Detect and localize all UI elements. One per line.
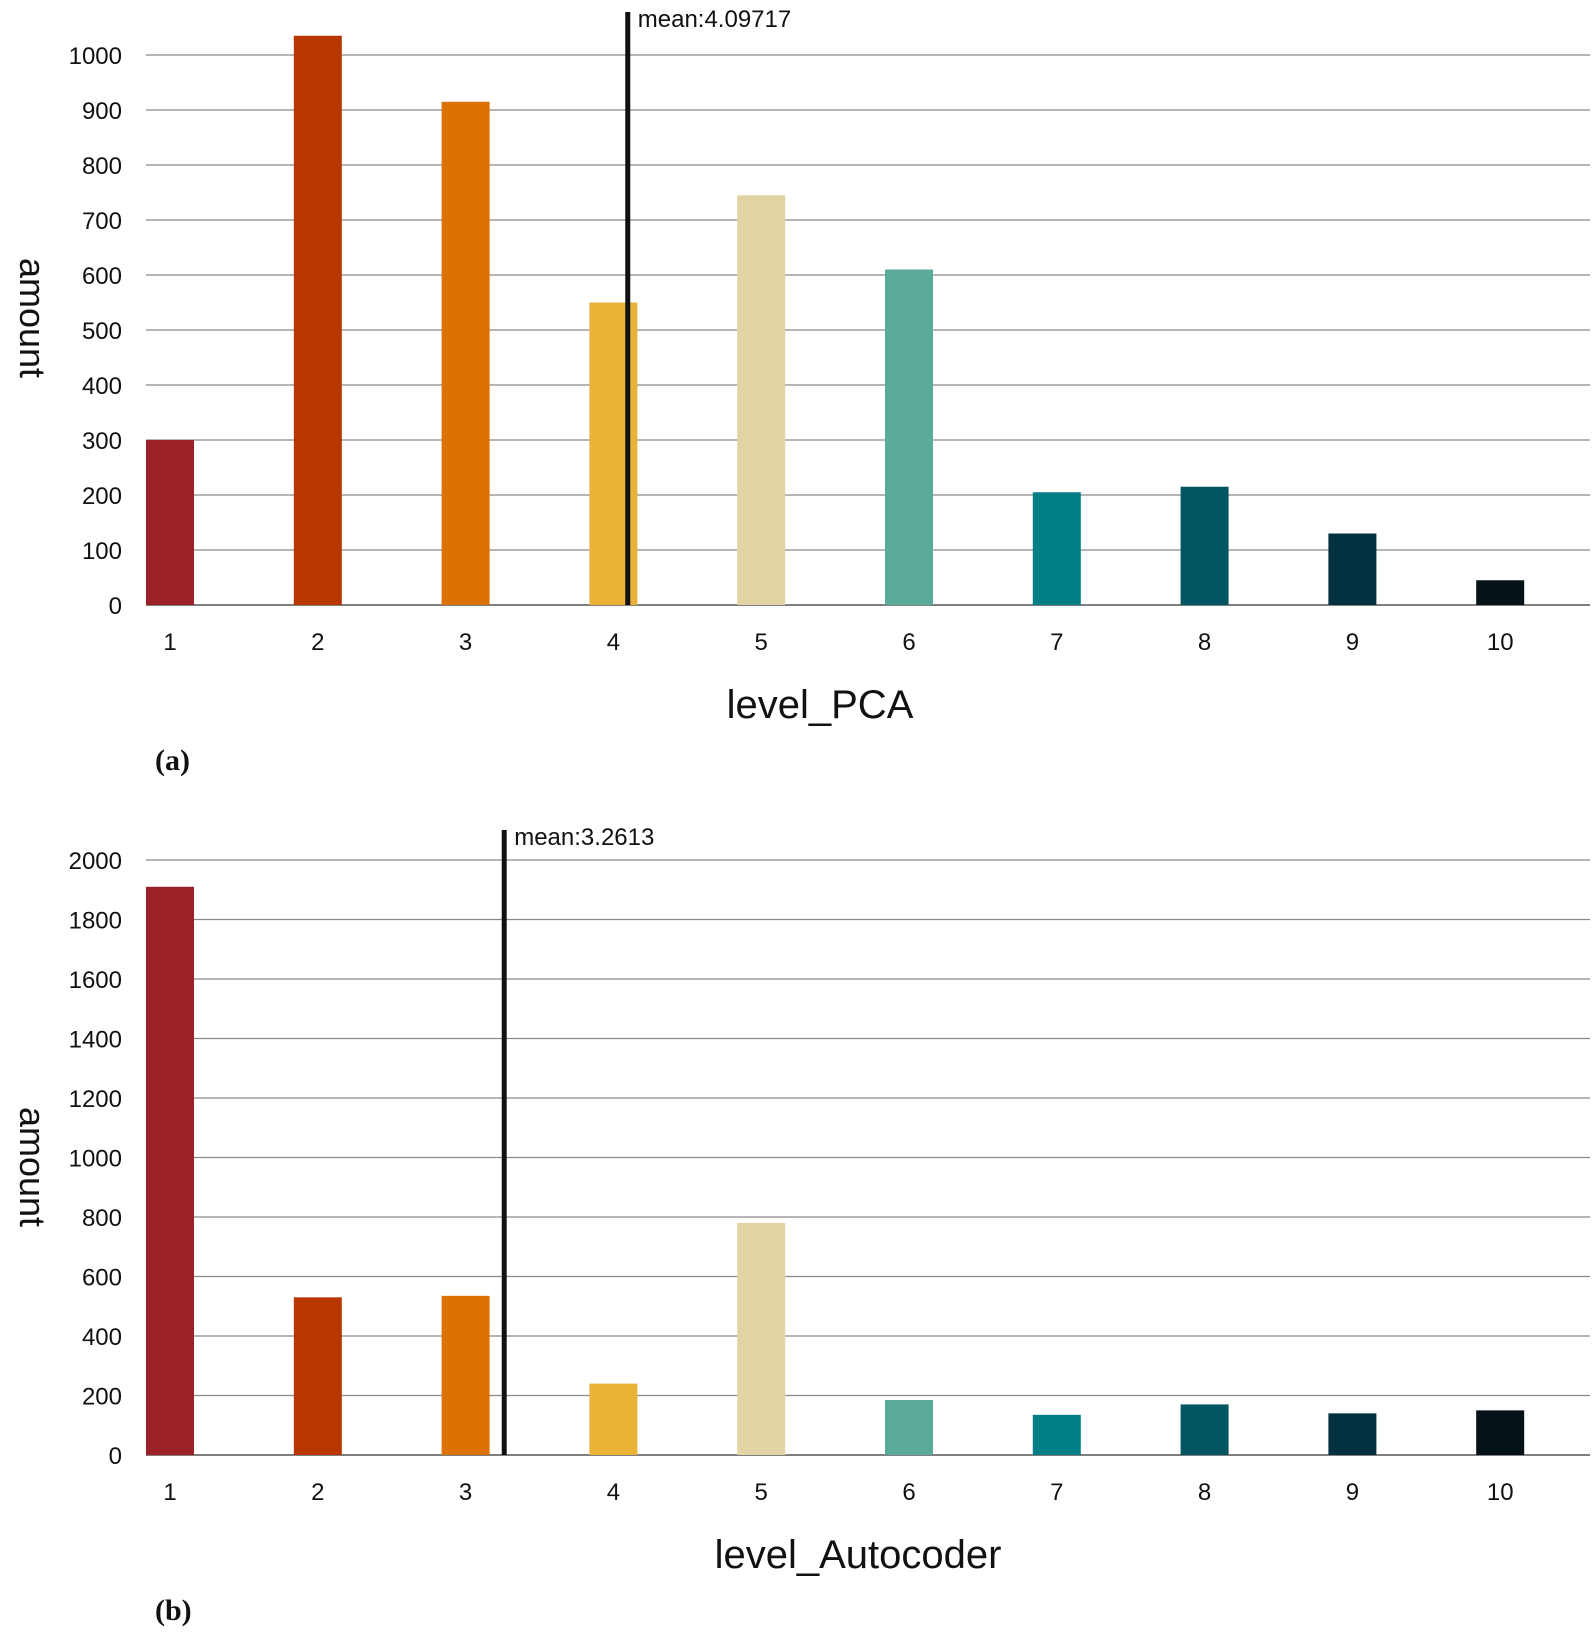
x-tick-label: 9 (1346, 1479, 1359, 1506)
x-tick-label: 7 (1050, 1479, 1063, 1506)
bar-5 (737, 1222, 786, 1455)
y-tick-label: 200 (82, 1384, 122, 1411)
x-tick-label: 2 (311, 629, 324, 656)
x-axis-title: level_Autocoder (715, 1533, 1002, 1577)
bar-1 (146, 440, 194, 605)
x-tick-label: 9 (1346, 629, 1359, 656)
x-tick-labels: 1 2 3 4 5 6 7 8 9 10 (163, 629, 1513, 656)
x-tick-labels: 1 2 3 4 5 6 7 8 9 10 (163, 1479, 1513, 1506)
y-tick-label: 700 (82, 208, 122, 235)
y-tick-label: 900 (82, 98, 122, 125)
bar-9 (1328, 1413, 1377, 1455)
x-axis-title: level_PCA (727, 683, 914, 727)
bar-10 (1476, 1410, 1525, 1455)
x-tick-label: 1 (163, 1479, 176, 1506)
bar-1 (146, 886, 194, 1455)
gridlines (146, 54, 1590, 551)
y-tick-label: 400 (82, 1324, 122, 1351)
bar-8 (1180, 486, 1229, 605)
y-axis-title: amount (12, 1107, 53, 1227)
mean-label: mean:4.09717 (638, 6, 791, 33)
y-tick-label: 1400 (69, 1027, 122, 1054)
x-tick-label: 2 (311, 1479, 324, 1506)
bar-7 (1032, 1414, 1081, 1455)
y-tick-label: 2000 (69, 848, 122, 875)
panel-label: (b) (155, 1594, 192, 1627)
x-tick-label: 3 (459, 1479, 472, 1506)
y-tick-label: 600 (82, 1265, 122, 1292)
bar-8 (1180, 1404, 1229, 1455)
bar-5 (737, 195, 786, 605)
bar-7 (1032, 492, 1081, 605)
y-tick-label: 0 (109, 1443, 122, 1470)
y-tick-label: 500 (82, 318, 122, 345)
x-tick-label: 8 (1198, 1479, 1211, 1506)
chart-panel-1: 0 100 200 300 400 500 600 700 800 900 1000 1 2 3 4 5 6 7 8… (12, 6, 1590, 777)
bar-4 (589, 1383, 638, 1455)
y-tick-label: 0 (109, 593, 122, 620)
x-tick-label: 6 (902, 629, 915, 656)
y-tick-label: 800 (82, 153, 122, 180)
bars (146, 886, 1525, 1455)
mean-label: mean:3.2613 (514, 824, 654, 851)
x-tick-label: 8 (1198, 629, 1211, 656)
y-tick-labels: 0 100 200 300 400 500 600 700 800 900 1000 (69, 43, 122, 620)
bar-2 (293, 35, 342, 605)
x-tick-label: 4 (607, 1479, 620, 1506)
x-tick-label: 10 (1487, 1479, 1514, 1506)
x-tick-label: 7 (1050, 629, 1063, 656)
bar-3 (441, 101, 490, 605)
y-axis-title: amount (12, 258, 53, 378)
x-tick-label: 4 (607, 629, 620, 656)
x-tick-label: 5 (755, 629, 768, 656)
x-tick-label: 5 (755, 1479, 768, 1506)
y-tick-label: 400 (82, 373, 122, 400)
y-tick-label: 800 (82, 1205, 122, 1232)
y-tick-label: 300 (82, 428, 122, 455)
bar-2 (293, 1297, 342, 1455)
x-tick-label: 6 (902, 1479, 915, 1506)
bar-6 (885, 269, 933, 605)
bar-6 (885, 1399, 933, 1455)
y-tick-labels: 0 200 400 600 800 1000 1200 1400 1600 1800 2000 (69, 848, 122, 1470)
y-tick-label: 600 (82, 263, 122, 290)
panel-label: (a) (155, 744, 190, 777)
y-tick-label: 1000 (69, 1146, 122, 1173)
y-tick-label: 1800 (69, 908, 122, 935)
x-tick-label: 3 (459, 629, 472, 656)
gridlines (146, 859, 1590, 1397)
bar-3 (441, 1295, 490, 1455)
bar-10 (1476, 580, 1525, 605)
y-tick-label: 1200 (69, 1086, 122, 1113)
y-tick-label: 1600 (69, 967, 122, 994)
x-tick-label: 1 (163, 629, 176, 656)
x-tick-label: 10 (1487, 629, 1514, 656)
bar-9 (1328, 533, 1377, 605)
chart-panel-2: 0 200 400 600 800 1000 1200 1400 1600 1800 2000 1 2 3… (12, 824, 1590, 1627)
y-tick-label: 100 (82, 538, 122, 565)
y-tick-label: 1000 (69, 43, 122, 70)
y-tick-label: 200 (82, 483, 122, 510)
bars (146, 35, 1525, 605)
